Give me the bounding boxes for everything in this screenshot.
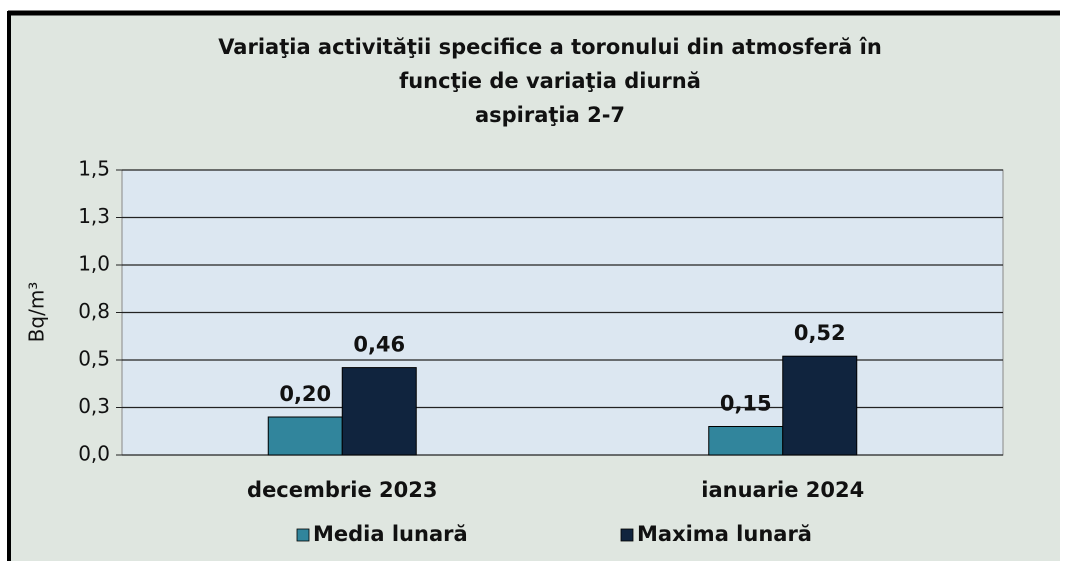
y-tick-label: 0,8 bbox=[78, 299, 110, 323]
chart-title: funcţie de variaţia diurnă bbox=[399, 69, 701, 93]
legend-swatch bbox=[620, 528, 634, 542]
value-label: 0,52 bbox=[794, 321, 846, 345]
y-tick-label: 0,3 bbox=[78, 394, 110, 418]
y-tick-label: 1,0 bbox=[78, 252, 110, 276]
chart-title: aspiraţia 2-7 bbox=[475, 103, 625, 127]
y-tick-label: 0,5 bbox=[78, 347, 110, 371]
chart-title: Variaţia activităţii specifice a toronul… bbox=[218, 35, 882, 59]
y-tick-label: 0,0 bbox=[78, 442, 110, 466]
legend-swatch bbox=[296, 528, 310, 542]
y-tick-label: 1,5 bbox=[78, 157, 110, 181]
value-label: 0,20 bbox=[279, 382, 331, 406]
value-label: 0,46 bbox=[353, 333, 405, 357]
value-label: 0,15 bbox=[720, 392, 772, 416]
x-tick-label: ianuarie 2024 bbox=[701, 478, 864, 502]
bar bbox=[782, 355, 858, 456]
y-axis-label: Bq/m³ bbox=[25, 282, 49, 343]
legend-label: Maxima lunară bbox=[637, 522, 812, 546]
legend-label: Media lunară bbox=[313, 522, 468, 546]
bar bbox=[341, 367, 417, 456]
y-tick-label: 1,3 bbox=[78, 204, 110, 228]
bar bbox=[708, 426, 784, 456]
x-tick-label: decembrie 2023 bbox=[247, 478, 437, 502]
bar bbox=[267, 416, 343, 456]
